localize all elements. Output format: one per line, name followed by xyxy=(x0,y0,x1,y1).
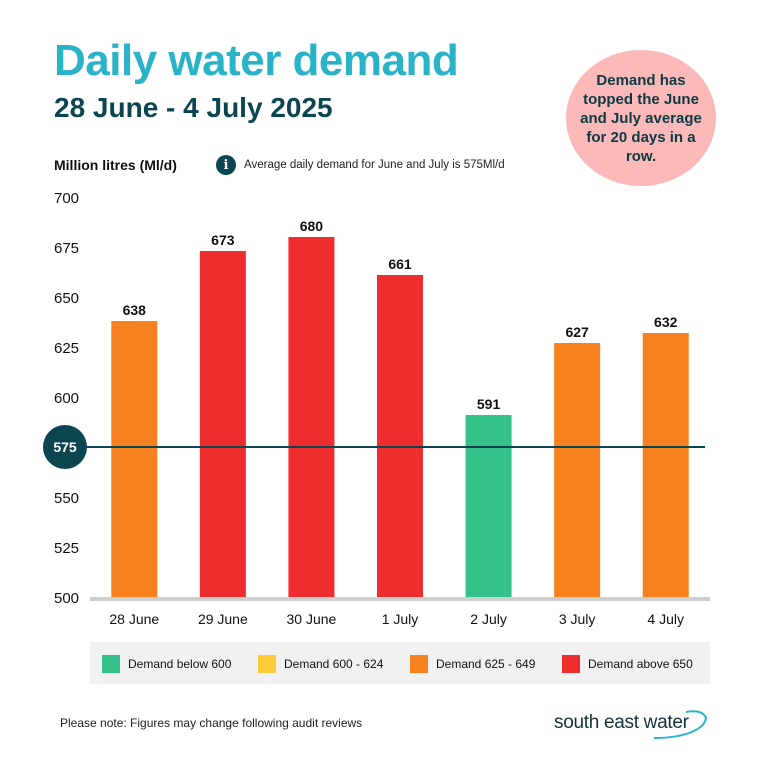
y-tick-label: 550 xyxy=(54,490,79,507)
bar-value-label: 680 xyxy=(300,218,324,234)
bar-value-label: 673 xyxy=(211,232,235,248)
y-tick-label: 600 xyxy=(54,390,79,407)
y-axis-label: Million litres (Ml/d) xyxy=(54,157,177,173)
x-tick-label: 29 June xyxy=(198,611,248,627)
brand-logo: south east water xyxy=(554,704,714,744)
info-text: Average daily demand for June and July i… xyxy=(244,159,505,171)
y-tick-label: 625 xyxy=(54,340,79,357)
x-tick-label: 1 July xyxy=(382,611,419,627)
legend-swatch xyxy=(102,655,120,673)
legend-label: Demand 600 - 624 xyxy=(284,657,384,671)
bar-value-label: 632 xyxy=(654,314,678,330)
legend-swatch xyxy=(410,655,428,673)
x-tick-label: 2 July xyxy=(470,611,507,627)
legend-item-below-600: Demand below 600 xyxy=(102,655,231,673)
water-swoosh-icon xyxy=(653,710,708,739)
average-badge-label: 575 xyxy=(53,439,77,455)
y-tick-label: 675 xyxy=(54,240,79,257)
legend-item-625-649: Demand 625 - 649 xyxy=(410,655,535,673)
x-tick-label: 28 June xyxy=(109,611,159,627)
bar xyxy=(642,333,689,597)
bar-value-label: 591 xyxy=(477,396,501,412)
y-tick-label: 650 xyxy=(54,290,79,307)
logo-text: south east water xyxy=(554,712,689,733)
x-tick-label: 4 July xyxy=(647,611,684,627)
bar xyxy=(377,275,423,597)
x-tick-label: 30 June xyxy=(287,611,337,627)
bar-value-label: 661 xyxy=(388,256,412,272)
bar-value-label: 627 xyxy=(565,324,589,340)
legend-item-above-650: Demand above 650 xyxy=(562,655,693,673)
y-tick-label: 500 xyxy=(54,590,79,607)
bar xyxy=(465,415,512,597)
x-tick-label: 3 July xyxy=(559,611,596,627)
x-axis-line xyxy=(90,597,710,601)
legend: Demand below 600 Demand 600 - 624 Demand… xyxy=(90,642,710,684)
y-tick-label: 700 xyxy=(54,190,79,207)
average-badge xyxy=(43,425,87,469)
legend-label: Demand 625 - 649 xyxy=(436,657,536,671)
y-tick-label: 525 xyxy=(54,540,79,557)
chart-title: Daily water demand xyxy=(54,36,459,85)
chart-subtitle: 28 June - 4 July 2025 xyxy=(54,92,333,123)
bar xyxy=(111,321,158,597)
legend-label: Demand below 600 xyxy=(128,657,232,671)
legend-swatch xyxy=(562,655,580,673)
info-icon: i xyxy=(216,155,236,175)
bar xyxy=(288,237,335,597)
bar xyxy=(554,343,601,597)
legend-swatch xyxy=(258,655,276,673)
audit-note: Please note: Figures may change followin… xyxy=(60,716,363,730)
bar-chart: 500 525 550 600 625 650 675 700 638 28 June 673 29 … xyxy=(43,190,710,627)
callout-bubble: Demand has topped the June and July aver… xyxy=(566,50,716,186)
bar xyxy=(199,251,246,597)
callout-text: Demand has topped the June and July aver… xyxy=(580,71,702,165)
bar-value-label: 638 xyxy=(123,302,147,318)
legend-item-600-624: Demand 600 - 624 xyxy=(258,655,383,673)
legend-label: Demand above 650 xyxy=(588,657,693,671)
